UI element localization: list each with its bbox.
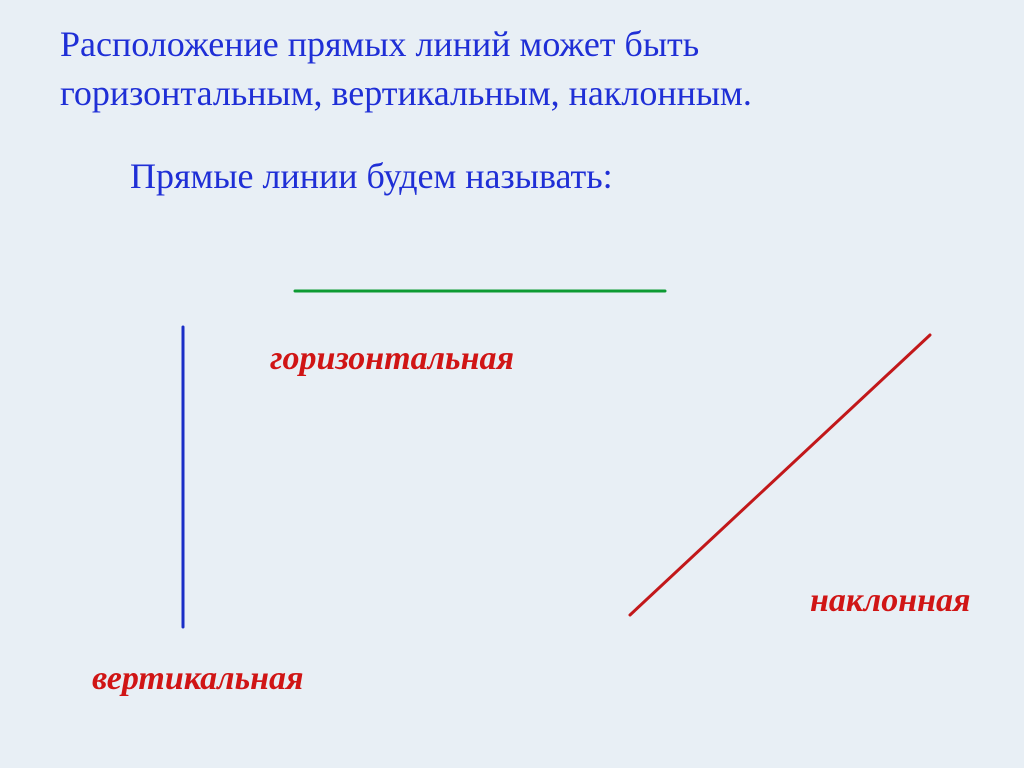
- label-horizontal: горизонтальная: [270, 340, 514, 378]
- slide: Расположение прямых линий может быть гор…: [0, 0, 1024, 768]
- label-vertical: вертикальная: [92, 660, 304, 698]
- label-diagonal: наклонная: [810, 582, 971, 620]
- lines-canvas: [0, 0, 1024, 768]
- diagonal-line: [630, 335, 930, 615]
